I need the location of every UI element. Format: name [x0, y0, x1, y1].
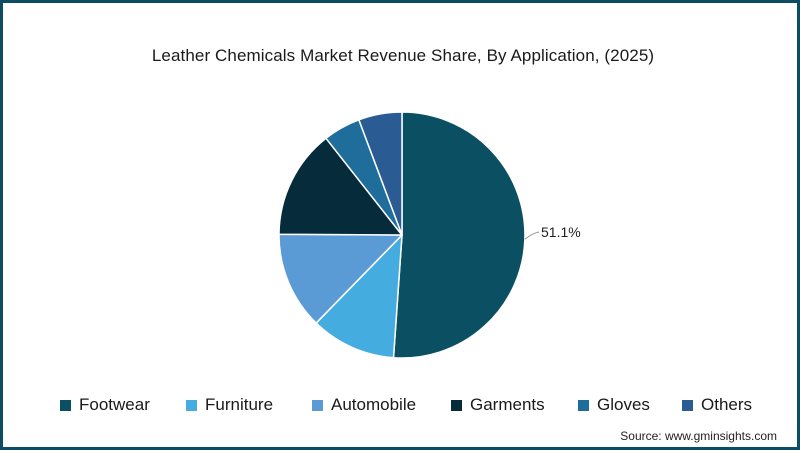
pie-slice-garments: [278, 137, 403, 236]
legend-swatch-gloves: [578, 399, 589, 411]
label-leader-line: [524, 231, 540, 240]
legend-label: Others: [701, 395, 753, 414]
pie-chart: 51.1%: [278, 111, 581, 359]
legend-label: Gloves: [597, 395, 650, 414]
legend-swatch-furniture: [186, 399, 197, 411]
pie-slice-automobile: [278, 233, 403, 324]
pie-slice-footwear: [392, 111, 526, 359]
legend-item-garments: Garments: [451, 393, 545, 417]
legend: Footwear Furniture Automobile Garments G…: [3, 393, 800, 417]
source-note: Source: www.gminsights.com: [620, 429, 777, 443]
legend-item-others: Others: [682, 393, 752, 417]
legend-item-automobile: Automobile: [312, 393, 416, 417]
pie-slices: [278, 111, 526, 359]
pie-slice-furniture: [315, 234, 403, 359]
chart-title: Leather Chemicals Market Revenue Share, …: [151, 46, 655, 65]
legend-swatch-automobile: [312, 399, 323, 411]
legend-swatch-footwear: [60, 399, 71, 411]
footwear-value-label: 51.1%: [541, 224, 581, 240]
legend-label: Automobile: [331, 395, 417, 414]
legend-label: Footwear: [79, 395, 150, 414]
legend-swatch-others: [682, 399, 693, 411]
legend-item-gloves: Gloves: [578, 393, 650, 417]
legend-swatch-garments: [451, 399, 462, 411]
legend-item-footwear: Footwear: [60, 393, 150, 417]
legend-label: Garments: [470, 395, 545, 414]
legend-item-furniture: Furniture: [186, 393, 273, 417]
legend-label: Furniture: [205, 395, 274, 414]
pie-slice-others: [358, 111, 403, 236]
